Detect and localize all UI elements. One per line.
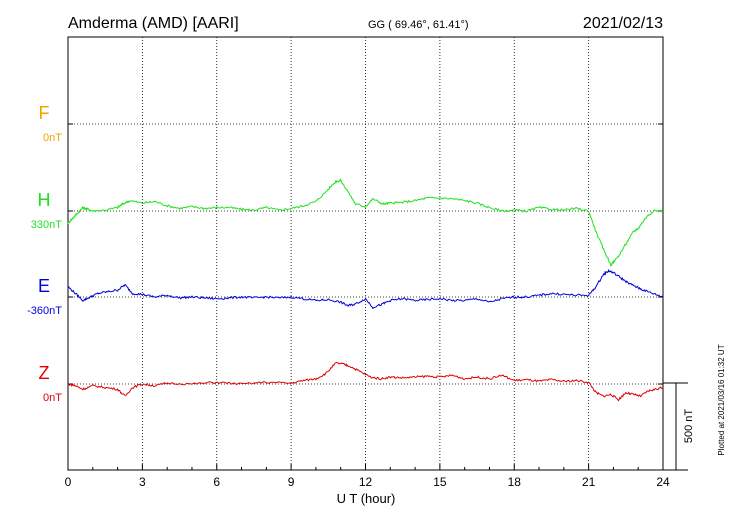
x-tick-label: 9: [288, 475, 295, 489]
coords-label: GG ( 69.46°, 61.41°): [368, 19, 469, 31]
x-tick-label: 12: [359, 475, 373, 489]
x-tick-label: 6: [213, 475, 220, 489]
x-axis: 0 3 6 9 12 15 18 21 24: [65, 123, 670, 489]
channel-name-e: E: [38, 276, 50, 296]
x-axis-label: U T (hour): [337, 491, 396, 506]
date-label: 2021/02/13: [583, 15, 663, 32]
channel-labels: F 0nT H 330nT E -360nT Z 0nT: [27, 103, 62, 404]
x-tick-label: 18: [508, 475, 522, 489]
channel-baseline-z: 0nT: [43, 392, 62, 404]
x-tick-label: 24: [656, 475, 670, 489]
grid: [68, 37, 663, 470]
channel-name-h: H: [38, 190, 51, 210]
station-title: Amderma (AMD) [AARI]: [68, 15, 239, 32]
x-tick-label: 0: [65, 475, 72, 489]
x-tick-label: 3: [139, 475, 146, 489]
channel-baseline-h: 330nT: [31, 219, 62, 231]
channel-name-f: F: [39, 103, 50, 123]
traces: [67, 177, 664, 402]
channel-name-z: Z: [39, 363, 50, 383]
trace-h: [67, 177, 664, 268]
trace-z: [68, 361, 664, 402]
channel-baseline-f: 0nT: [43, 132, 62, 144]
plotted-label: Plotted at 2021/03/16 01:32 UT: [717, 344, 726, 455]
channel-baseline-e: -360nT: [27, 305, 62, 317]
x-tick-label: 15: [433, 475, 447, 489]
x-tick-label: 21: [582, 475, 596, 489]
scale-bar: 500 nT: [663, 382, 695, 471]
trace-e: [67, 268, 664, 310]
scale-label: 500 nT: [683, 409, 695, 444]
